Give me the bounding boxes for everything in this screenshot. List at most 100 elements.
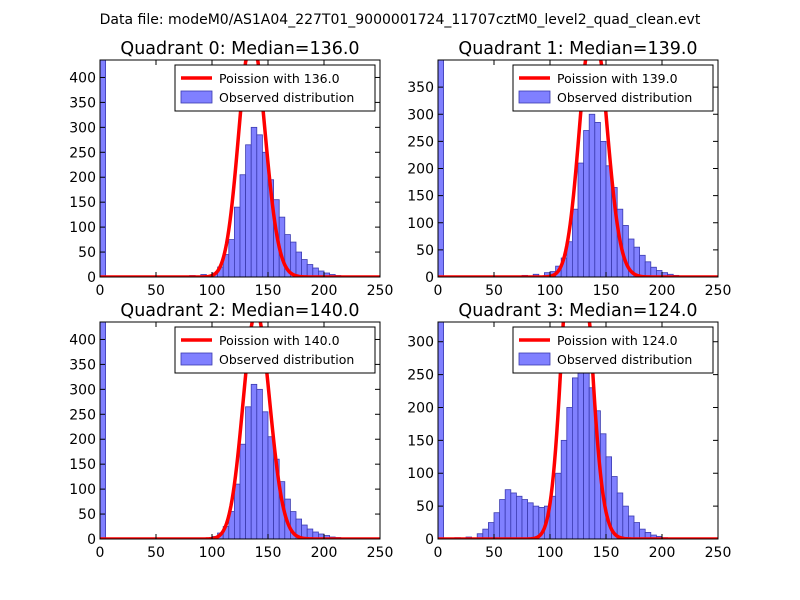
- legend-label-observed: Observed distribution: [219, 90, 354, 105]
- histogram-bar: [250, 126, 258, 277]
- panel-title: Quadrant 3: Median=124.0: [458, 301, 697, 321]
- histogram-bar: [100, 322, 106, 539]
- histogram-bar: [532, 505, 540, 539]
- histogram-bar: [239, 443, 246, 539]
- legend-label-poisson: Poission with 136.0: [219, 71, 340, 86]
- legend: Poission with 124.0 Observed distribution: [512, 326, 714, 374]
- y-tick-label: 350: [69, 357, 96, 373]
- histogram-bar: [583, 130, 590, 277]
- histogram-bar: [245, 406, 252, 539]
- y-tick-label: 300: [407, 107, 434, 123]
- legend-patch-swatch: [180, 90, 213, 104]
- histogram-bar: [239, 174, 246, 277]
- x-tick-label: 150: [593, 283, 620, 299]
- histogram-bar: [521, 499, 528, 539]
- y-tick-label: 300: [69, 382, 96, 398]
- histogram-bar: [560, 439, 568, 539]
- histogram-bar: [295, 251, 302, 277]
- legend-label-observed: Observed distribution: [557, 90, 692, 105]
- y-tick-label: 0: [425, 532, 434, 548]
- histogram-bar: [228, 239, 235, 277]
- y-tick-label: 50: [78, 245, 96, 261]
- x-tick-label: 100: [537, 283, 564, 299]
- histogram-bar: [250, 383, 258, 539]
- y-tick-label: 0: [87, 532, 96, 548]
- histogram-bar: [639, 254, 646, 277]
- y-tick-label: 150: [407, 189, 434, 205]
- y-tick-label: 50: [416, 499, 434, 515]
- histogram-bar: [600, 140, 607, 277]
- y-tick-label: 300: [407, 335, 434, 351]
- poisson-curve: [100, 60, 380, 277]
- y-tick-label: 150: [69, 195, 96, 211]
- legend-patch-swatch: [518, 352, 551, 366]
- y-tick-label: 250: [69, 145, 96, 161]
- y-tick-label: 250: [407, 134, 434, 150]
- axes-frame: [99, 321, 381, 540]
- x-tick-label: 0: [96, 545, 105, 561]
- panel-3: Quadrant 3: Median=124.0 0 50 100 150 200 250 0…: [407, 301, 731, 561]
- y-tick-label: 200: [407, 400, 434, 416]
- x-tick-label: 100: [537, 545, 564, 561]
- y-tick-label: 350: [407, 80, 434, 96]
- legend-label-observed: Observed distribution: [557, 352, 692, 367]
- y-tick-label: 200: [69, 170, 96, 186]
- x-tick-label: 50: [147, 545, 165, 561]
- histogram-bar: [256, 134, 263, 277]
- axes-frame: [437, 321, 719, 540]
- y-tick-label: 0: [87, 270, 96, 286]
- y-tick-label: 300: [69, 120, 96, 136]
- legend: Poission with 136.0 Observed distribution: [174, 64, 376, 112]
- x-tick-label: 200: [311, 283, 338, 299]
- histogram-bar: [301, 259, 308, 277]
- histogram-bar: [493, 512, 500, 539]
- histogram-bar: [499, 499, 506, 539]
- histogram-bar: [566, 407, 573, 539]
- histogram-bar: [555, 472, 562, 539]
- histogram-bar: [510, 492, 517, 539]
- histogram-bar: [233, 483, 241, 539]
- panel-title: Quadrant 2: Median=140.0: [120, 301, 359, 321]
- histogram-bar: [577, 162, 584, 277]
- x-tick-label: 250: [705, 545, 732, 561]
- y-tick-label: 200: [69, 432, 96, 448]
- y-tick-label: 400: [69, 70, 96, 86]
- axes-frame: [99, 59, 381, 278]
- y-tick-label: 400: [69, 332, 96, 348]
- y-tick-label: 100: [407, 466, 434, 482]
- histogram-bar: [100, 60, 106, 277]
- histogram-bar: [577, 361, 584, 539]
- panel-2: Quadrant 2: Median=140.0 0 50 100 150 200 250 0…: [69, 301, 393, 561]
- histogram-bar: [267, 436, 274, 539]
- legend: Poission with 140.0 Observed distribution: [174, 326, 376, 374]
- histogram-bar: [572, 377, 579, 539]
- x-tick-label: 0: [434, 283, 443, 299]
- histogram-bar: [588, 113, 596, 277]
- histogram-bar: [438, 322, 444, 539]
- panel-1: Quadrant 1: Median=139.0 0 50 100 150 200 250 0…: [407, 39, 731, 299]
- x-tick-label: 200: [311, 545, 338, 561]
- y-tick-label: 250: [407, 368, 434, 384]
- x-tick-label: 100: [199, 283, 226, 299]
- y-tick-label: 0: [425, 270, 434, 286]
- x-tick-label: 100: [199, 545, 226, 561]
- histogram-bar: [572, 208, 579, 277]
- legend-label-poisson: Poission with 124.0: [557, 333, 678, 348]
- x-tick-label: 150: [255, 545, 282, 561]
- x-tick-label: 150: [255, 283, 282, 299]
- legend-patch-swatch: [518, 90, 551, 104]
- histogram-bar: [245, 144, 252, 277]
- poisson-curve: [438, 60, 718, 277]
- histogram-bar: [256, 388, 263, 539]
- legend-label-poisson: Poission with 140.0: [219, 333, 340, 348]
- x-tick-label: 250: [367, 545, 394, 561]
- histogram-bar: [527, 502, 534, 539]
- histogram-bar: [594, 121, 601, 277]
- histogram-bar: [487, 522, 495, 539]
- histogram-bar: [622, 505, 629, 539]
- histogram-bar: [616, 492, 624, 539]
- panels: Quadrant 0: Median=136.0 0 50 100 150 200 250 0…: [69, 39, 731, 561]
- x-tick-label: 0: [96, 283, 105, 299]
- figure-suptitle: Data file: modeM0/AS1A04_227T01_90000017…: [100, 12, 701, 28]
